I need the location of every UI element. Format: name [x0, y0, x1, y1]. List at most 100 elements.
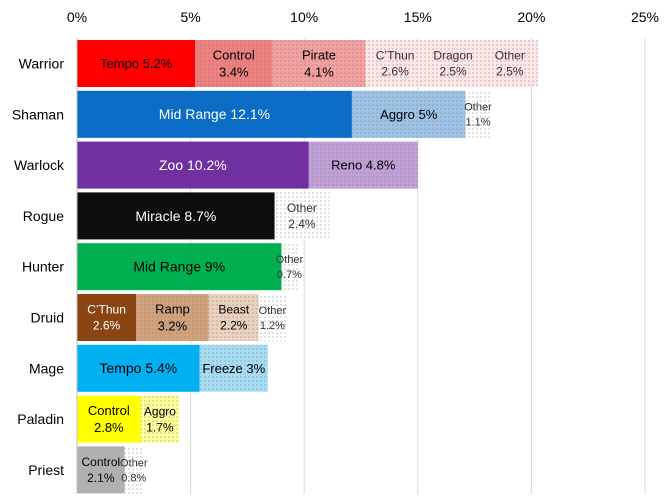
bar-data-label-line: 0.7% [277, 269, 302, 281]
bar-segment-pattern [351, 90, 466, 138]
bar-segment-pattern [308, 141, 418, 189]
bar-segment-pattern [208, 294, 259, 341]
bar-segment-pattern [274, 192, 330, 240]
bar-data-label-line: 2.6% [381, 65, 409, 79]
category-label: Hunter [22, 259, 64, 275]
bar-data-label: Freeze 3% [202, 361, 265, 376]
bar-data-label: Aggro 1.7% [144, 404, 176, 434]
bar-segment [77, 294, 137, 341]
bar-data-label-line: 2.8% [94, 420, 124, 435]
bar-data-label: Miracle 8.7% [135, 208, 216, 224]
bar-segment [77, 192, 275, 240]
bar-data-label: Control 3.4% [213, 48, 255, 80]
x-tick-label: 15% [404, 9, 432, 25]
bar-segment-pattern [272, 40, 366, 87]
bar-data-label-line: 2.4% [288, 217, 316, 231]
bar-segment [77, 395, 141, 443]
bar-data-label: Control 2.1% [82, 455, 121, 485]
bar-data-label-line: 1.2% [260, 320, 285, 332]
bar-segment [77, 243, 282, 291]
x-tick-label: 10% [290, 9, 318, 25]
bar-data-label-line: Control [213, 48, 255, 63]
bar-data-label-line: 2.5% [496, 65, 524, 79]
bar-segment-pattern [424, 40, 482, 87]
category-label: Paladin [17, 411, 64, 427]
bar-data-label-line: C’Thun [87, 303, 126, 317]
bar-segment-pattern [195, 40, 273, 87]
bar-data-label: Pirate 4.1% [302, 48, 336, 80]
category-label: Warlock [14, 157, 65, 173]
bar-data-label: Dragon 2.5% [433, 49, 472, 79]
bar-data-label-line: C’Thun [376, 49, 415, 63]
bar-data-label: Tempo 5.2% [100, 56, 173, 71]
bar-data-label: Reno 4.8% [331, 158, 396, 173]
bar-segment-pattern [258, 294, 287, 341]
bar-data-label-line: 2.6% [93, 319, 121, 333]
bar-data-label-line: Aggro [144, 404, 176, 418]
bar-data-label: Zoo 10.2% [159, 157, 227, 173]
bar-data-label-line: 0.8% [121, 472, 146, 484]
bar-segment-pattern [281, 243, 298, 291]
bar-data-label-line: 3.2% [158, 319, 188, 334]
bar-data-label-line: Other [259, 305, 287, 317]
bars: Tempo 5.2% Control 3.4% Pirate 4.1% C’Thun 2.6… [77, 40, 539, 494]
category-label: Shaman [12, 106, 64, 122]
bar-segment-pattern [199, 344, 268, 392]
bar-data-label: Tempo 5.4% [99, 360, 177, 376]
bar-data-label-line: 4.1% [304, 65, 334, 80]
x-tick-label: 0% [67, 9, 87, 25]
bar-data-label-line: 1.1% [465, 117, 490, 129]
bar-data-label-line: 2.5% [439, 65, 467, 79]
bar-data-label: Beast 2.2% [218, 303, 249, 333]
bar-segment-pattern [136, 294, 209, 341]
bar-segment [77, 446, 125, 494]
bar-segment [77, 344, 200, 392]
bar-segment [77, 141, 309, 189]
bar-segment [77, 90, 352, 138]
bar-data-label-line: Control [82, 455, 121, 469]
bar-data-label: Other 2.5% [495, 49, 525, 79]
x-tick-label: 5% [180, 9, 200, 25]
bar-data-label-line: Beast [218, 303, 249, 317]
bar-data-label: Other 1.2% [259, 305, 287, 332]
bar-data-label: Ramp 3.2% [155, 302, 190, 334]
bar-data-label-line: Ramp [155, 302, 190, 317]
bar-data-label-line: 1.7% [146, 420, 174, 434]
bar-data-label: Other 0.8% [120, 457, 148, 484]
bar-data-label: Other 2.4% [287, 201, 317, 231]
category-label: Rogue [23, 208, 64, 224]
bar-data-label-line: Pirate [302, 48, 336, 63]
bar-data-label: Mid Range 9% [133, 259, 225, 275]
x-tick-label: 20% [517, 9, 545, 25]
category-label: Priest [28, 462, 64, 478]
axes: 0% 5% 10% 15% 20% 25% Warrior Shaman Warlock Rogu… [12, 9, 659, 494]
category-label: Mage [29, 360, 64, 376]
bar-segment-pattern [481, 40, 539, 87]
bar-data-label-line: 2.2% [220, 319, 248, 333]
bar-data-label-line: Other [120, 457, 148, 469]
bar-data-label-line: Dragon [433, 49, 472, 63]
category-label: Warrior [19, 56, 65, 72]
bar-segment-pattern [140, 395, 180, 443]
bar-data-label-line: 2.1% [87, 471, 115, 485]
bar-segment [77, 40, 196, 87]
category-label: Druid [31, 310, 64, 326]
bar-data-label: Aggro 5% [380, 107, 438, 122]
bar-data-label: Other 1.1% [464, 102, 492, 129]
bar-data-label: Control 2.8% [88, 403, 130, 435]
bar-segment-pattern [124, 446, 143, 494]
bar-data-label: C’Thun 2.6% [376, 49, 415, 79]
bar-data-label: C’Thun 2.6% [87, 303, 126, 333]
bar-data-label-line: Other [276, 254, 304, 266]
bar-segment-pattern [465, 90, 491, 138]
bar-data-label: Other 0.7% [276, 254, 304, 281]
bar-data-label-line: Control [88, 403, 130, 418]
bar-data-label-line: Other [464, 102, 492, 114]
bar-data-label-line: Other [495, 49, 525, 63]
bar-data-label-line: Other [287, 201, 317, 215]
bar-segment-pattern [365, 40, 425, 87]
bar-data-label-line: 3.4% [219, 65, 249, 80]
x-tick-label: 25% [631, 9, 659, 25]
bar-data-label: Mid Range 12.1% [159, 106, 270, 122]
